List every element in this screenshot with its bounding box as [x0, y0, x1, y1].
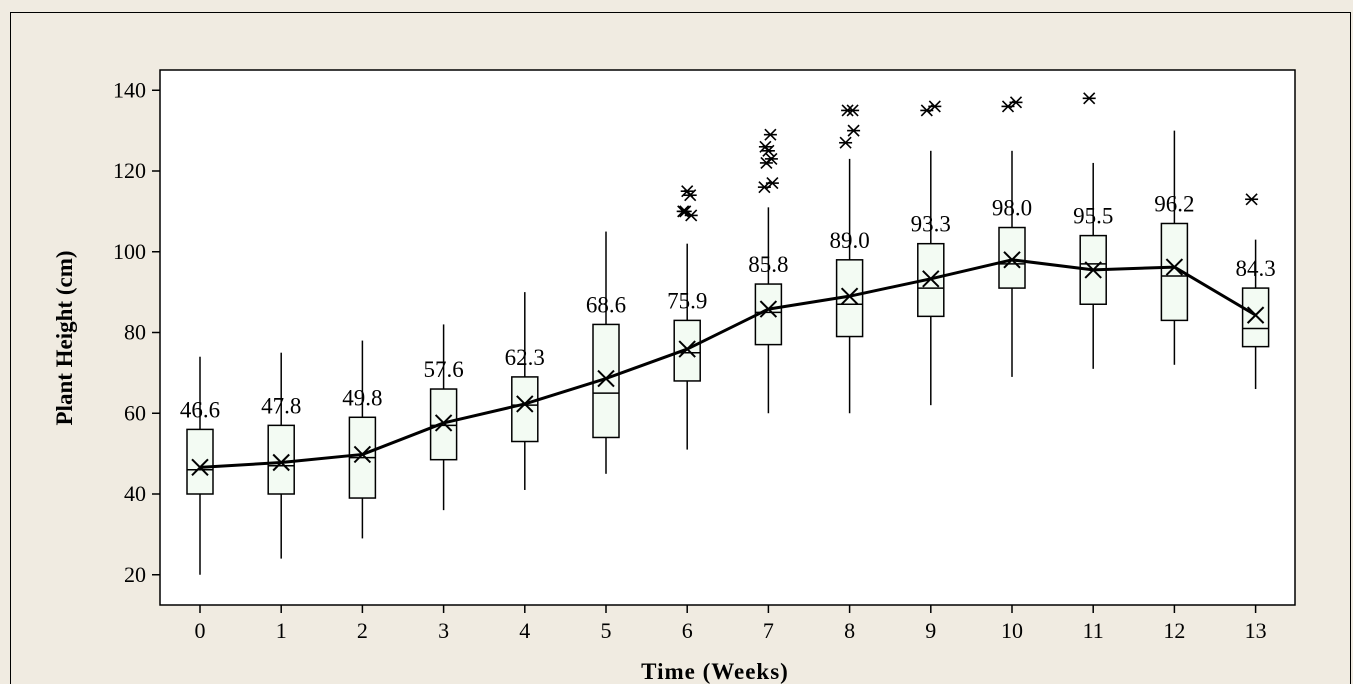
outlier-point — [764, 152, 778, 165]
mean-marker-week-10 — [1003, 251, 1021, 269]
mean-marker-week-11-stroke-b — [1084, 261, 1102, 279]
mean-label-week-6: 75.9 — [667, 288, 707, 313]
iqr-box — [1241, 287, 1270, 348]
y-tick-label-60: 60 — [124, 400, 146, 425]
outlier-point — [765, 177, 779, 190]
mean-label-week-5: 68.6 — [586, 292, 626, 317]
x-tick-label-7: 7 — [763, 618, 774, 643]
x-tick-label-4: 4 — [519, 618, 530, 643]
outlier-point — [846, 104, 860, 117]
iqr-box — [186, 428, 214, 495]
mean-marker-week-9-stroke-b — [922, 270, 940, 288]
x-tick-label-11: 11 — [1083, 618, 1104, 643]
box-week-1 — [267, 352, 295, 559]
x-tick-label-10: 10 — [1001, 618, 1023, 643]
x-tick-label-2: 2 — [357, 618, 368, 643]
outlier-point — [928, 100, 942, 113]
mean-marker-week-13-stroke-b — [1246, 306, 1265, 324]
mean-marker-week-8 — [840, 287, 859, 305]
mean-marker-week-9 — [922, 270, 940, 288]
x-tick-label-6: 6 — [682, 618, 693, 643]
box-week-13 — [1241, 193, 1270, 390]
x-axis-title: Time (Weeks) — [641, 659, 789, 684]
x-tick-label-13: 13 — [1245, 618, 1267, 643]
iqr-box — [267, 424, 295, 495]
mean-marker-week-5-stroke-b — [597, 369, 615, 388]
box-week-4 — [511, 292, 539, 490]
iqr-box — [673, 319, 701, 382]
mean-label-week-8: 89.0 — [829, 228, 869, 253]
mean-marker-week-8-stroke-b — [840, 287, 859, 305]
box-week-10 — [998, 96, 1026, 377]
mean-marker-week-0-stroke-b — [191, 458, 209, 477]
mean-marker-week-12 — [1165, 258, 1184, 276]
mean-label-week-3: 57.6 — [423, 357, 463, 382]
mean-marker-week-1-stroke-b — [272, 453, 290, 472]
mean-label-week-2: 49.8 — [342, 385, 382, 410]
iqr-box — [998, 226, 1026, 289]
mean-marker-week-7-stroke-b — [759, 300, 778, 318]
x-tick-label-8: 8 — [844, 618, 855, 643]
outlier-point — [847, 124, 861, 137]
mean-marker-week-3 — [434, 414, 453, 432]
mean-label-week-4: 62.3 — [505, 345, 545, 370]
y-tick-label-20: 20 — [124, 562, 146, 587]
mean-marker-week-6 — [678, 340, 696, 358]
y-tick-label-140: 140 — [113, 77, 146, 102]
x-tick-label-1: 1 — [276, 618, 287, 643]
mean-marker-week-11 — [1084, 261, 1102, 279]
outlier-point — [839, 136, 853, 149]
mean-marker-week-7 — [759, 300, 778, 318]
mean-label-week-13: 84.3 — [1235, 256, 1275, 281]
box-week-0 — [186, 356, 214, 575]
outlier-point — [678, 205, 692, 218]
mean-label-week-0: 46.6 — [180, 397, 220, 422]
y-tick-label-80: 80 — [124, 320, 146, 345]
mean-marker-week-10-stroke-b — [1003, 251, 1021, 269]
mean-label-week-1: 47.8 — [261, 393, 301, 418]
y-tick-label-100: 100 — [113, 239, 146, 264]
mean-marker-week-4-stroke-b — [516, 395, 534, 413]
mean-marker-week-5 — [597, 369, 615, 388]
y-tick-label-120: 120 — [113, 158, 146, 183]
x-tick-label-0: 0 — [195, 618, 206, 643]
outlier-point — [763, 128, 777, 141]
iqr-box — [511, 376, 539, 443]
x-tick-label-9: 9 — [925, 618, 936, 643]
x-tick-label-3: 3 — [438, 618, 449, 643]
mean-marker-week-13 — [1246, 306, 1265, 324]
mean-marker-week-6-stroke-b — [678, 340, 696, 358]
mean-marker-week-12-stroke-b — [1165, 258, 1184, 276]
mean-line — [199, 258, 1257, 469]
mean-label-week-9: 93.3 — [911, 212, 951, 237]
mean-marker-week-4 — [516, 395, 534, 413]
mean-marker-week-2 — [353, 445, 372, 464]
mean-label-week-7: 85.8 — [748, 252, 788, 277]
outlier-point — [1082, 92, 1096, 105]
mean-label-week-11: 95.5 — [1073, 204, 1113, 229]
outlier-point — [1245, 193, 1259, 206]
y-tick-label-40: 40 — [124, 481, 146, 506]
x-tick-label-12: 12 — [1163, 618, 1185, 643]
mean-label-week-10: 98.0 — [992, 196, 1032, 221]
plot-panel — [159, 69, 1296, 606]
outlier-point — [758, 140, 772, 153]
mean-label-week-12: 96.2 — [1154, 191, 1194, 216]
outlier-point — [680, 185, 694, 198]
y-axis-title: Plant Height (cm) — [52, 250, 77, 425]
mean-marker-week-1 — [272, 453, 290, 472]
box-week-2 — [348, 340, 377, 539]
x-tick-label-5: 5 — [601, 618, 612, 643]
mean-marker-week-0 — [191, 458, 209, 477]
figure-frame — [10, 12, 1351, 684]
mean-marker-week-2-stroke-b — [353, 445, 372, 464]
outlier-point — [1009, 96, 1023, 109]
mean-marker-week-3-stroke-b — [434, 414, 453, 432]
